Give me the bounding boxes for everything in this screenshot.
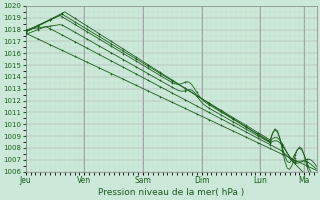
X-axis label: Pression niveau de la mer( hPa ): Pression niveau de la mer( hPa ) bbox=[98, 188, 244, 197]
